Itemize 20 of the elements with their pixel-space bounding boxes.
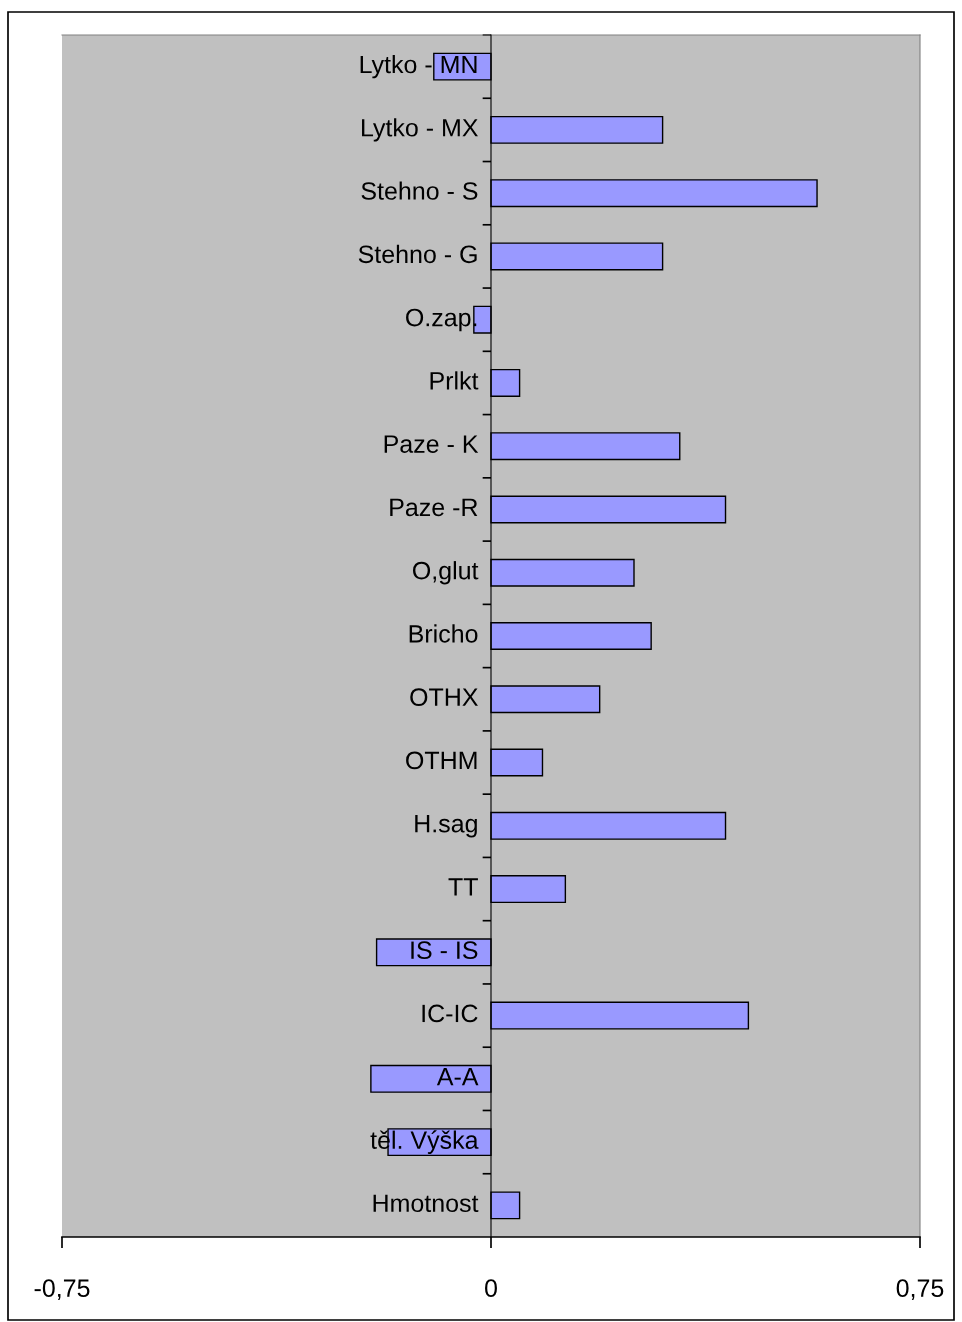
y-tick-label: Bricho <box>409 624 478 643</box>
y-tick-label: TT <box>448 878 478 896</box>
y-tick-label: IC-IC <box>422 1004 478 1023</box>
y-tick-label: OTHM <box>406 751 477 770</box>
x-tick-label: 0 <box>485 1279 497 1298</box>
y-tick-label: O,glut <box>412 561 479 585</box>
y-tick-label: IS - IS <box>411 941 478 960</box>
y-tick-label: Stehno - G <box>358 244 477 264</box>
y-tick-label: Paze -R <box>390 498 478 517</box>
y-tick-label: Paze - K <box>384 435 479 453</box>
x-tick-label: 0,75 <box>896 1279 944 1300</box>
x-tick-label: -0,75 <box>34 1279 90 1300</box>
y-tick-label: Prlkt <box>430 371 479 390</box>
y-tick-label: OTHX <box>410 688 478 706</box>
y-tick-label: Lytko - MN <box>360 54 477 79</box>
y-tick-label: Lytko - MX <box>362 118 478 142</box>
y-tick-label: A-A <box>436 1068 479 1086</box>
y-tick-label: Hmotnost <box>373 1194 479 1213</box>
y-tick-label: Stehno - S <box>361 181 478 200</box>
y-tick-label: H.sag <box>415 815 477 838</box>
